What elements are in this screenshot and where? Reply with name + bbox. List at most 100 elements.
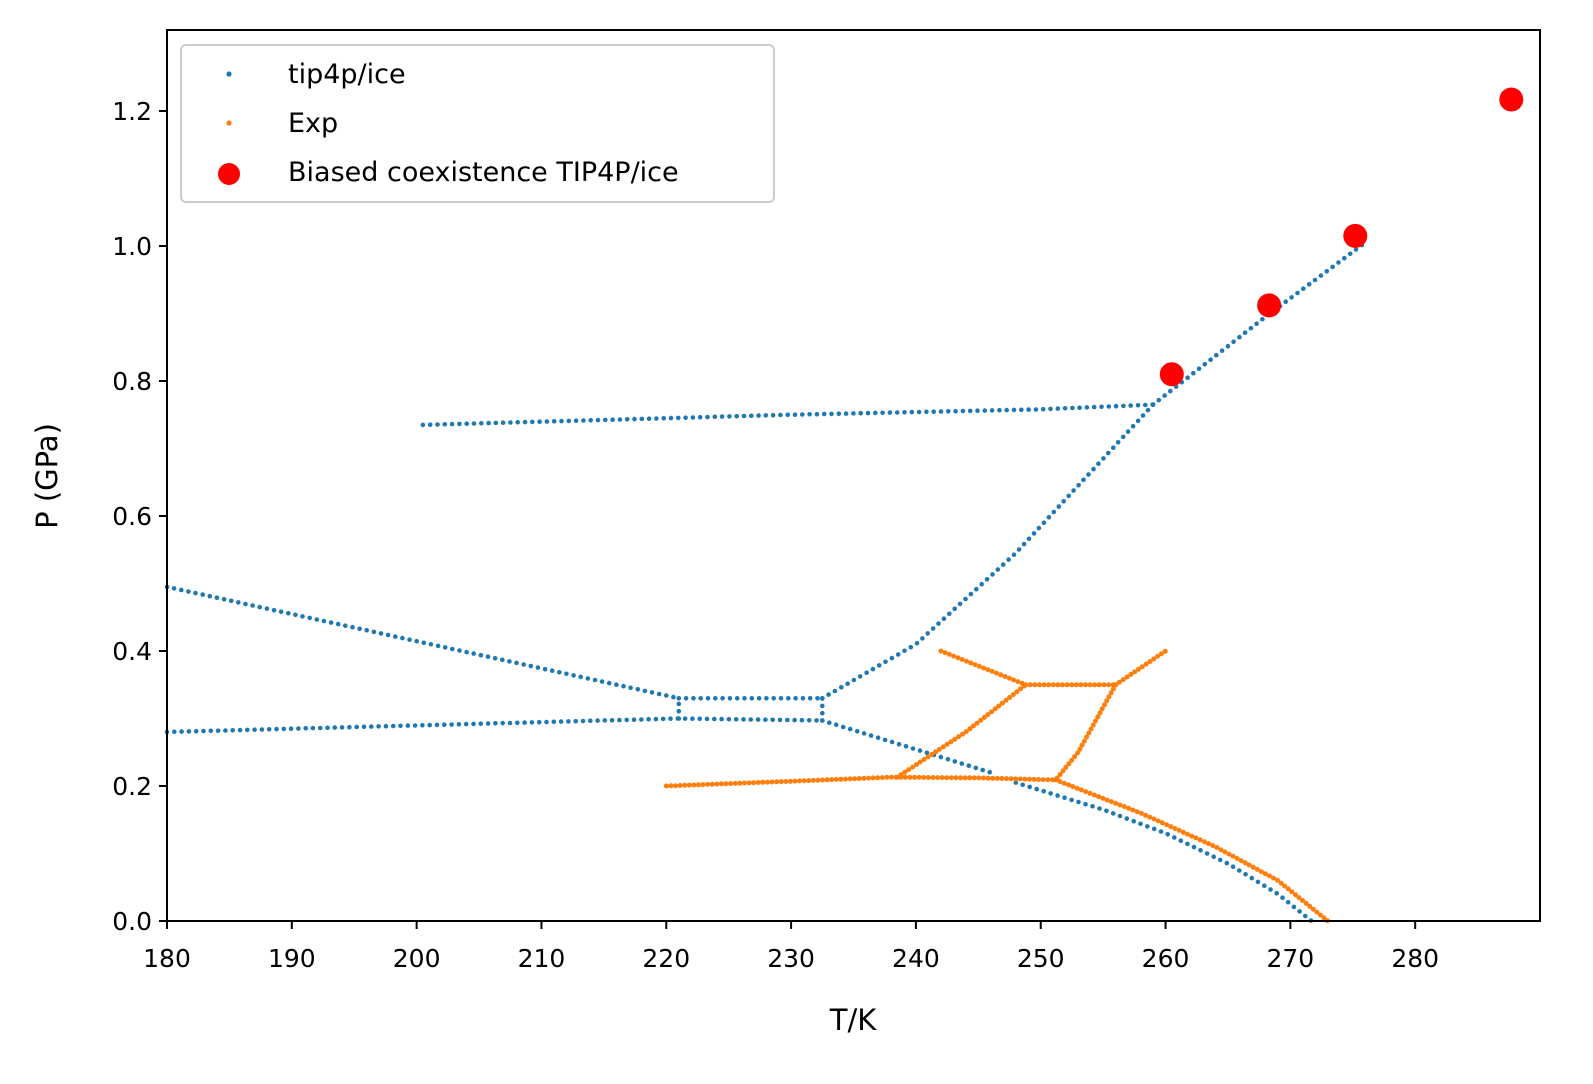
exp-point <box>1113 800 1119 806</box>
exp-point <box>820 777 826 783</box>
exp-point <box>1041 682 1047 688</box>
exp-point <box>981 665 987 671</box>
exp-point <box>921 757 927 762</box>
exp-point <box>953 775 959 781</box>
tip4p-ice-point <box>786 696 791 701</box>
exp-point <box>1037 682 1042 688</box>
exp-point <box>870 775 876 781</box>
y-tick-label: 0.4 <box>112 637 152 666</box>
tip4p-ice-point <box>551 719 557 725</box>
exp-point <box>960 731 965 737</box>
tip4p-ice-point <box>223 728 228 733</box>
tip4p-ice-point <box>676 708 682 714</box>
tip4p-ice-point <box>1013 780 1019 785</box>
exp-point <box>1314 909 1320 915</box>
tip4p-ice-point <box>1211 854 1216 859</box>
tip4p-ice-point <box>827 720 832 725</box>
tip4p-ice-point <box>559 418 564 424</box>
exp-point <box>1070 784 1076 790</box>
series-1 <box>663 648 1331 924</box>
tip4p-ice-point <box>749 696 755 701</box>
tip4p-ice-point <box>763 717 768 722</box>
exp-point <box>769 779 775 785</box>
tip4p-ice-point <box>903 744 909 749</box>
exp-point <box>737 780 743 786</box>
exp-point <box>1300 898 1306 903</box>
tip4p-ice-point <box>1101 456 1106 461</box>
tip4p-ice-point <box>1097 806 1102 811</box>
tip4p-ice-point <box>865 410 871 416</box>
tip4p-ice-point <box>434 722 440 728</box>
exp-point <box>1066 761 1072 767</box>
tip4p-ice-point <box>544 419 550 424</box>
tip4p-ice-point <box>920 636 925 641</box>
tip4p-ice-point <box>588 418 593 423</box>
tip4p-ice-point <box>479 421 484 426</box>
tip4p-ice-point <box>1150 402 1156 407</box>
tip4p-ice-point <box>1185 841 1190 847</box>
tip4p-ice-point <box>712 716 717 722</box>
tip4p-ice-point <box>1048 791 1053 796</box>
exp-point <box>1271 875 1276 881</box>
tip4p-ice-point <box>836 411 842 417</box>
tip4p-ice-point <box>1062 795 1067 800</box>
tip4p-ice-point <box>989 408 995 413</box>
exp-point <box>1292 892 1298 898</box>
y-tick-label: 0.6 <box>112 502 152 531</box>
exp-point <box>930 775 936 780</box>
tip4p-ice-point <box>442 645 448 650</box>
tip4p-ice-point <box>1027 784 1032 790</box>
exp-point <box>907 774 913 780</box>
exp-point <box>971 723 976 729</box>
tip4p-ice-point <box>186 589 191 594</box>
exp-point <box>879 775 885 781</box>
tip4p-ice-point <box>875 735 881 740</box>
exp-point <box>1214 845 1220 850</box>
exp-point <box>921 775 927 780</box>
exp-point <box>764 779 770 785</box>
tip4p-ice-point <box>1090 804 1095 809</box>
exp-point <box>1234 855 1240 861</box>
tip4p-ice-point <box>507 720 513 726</box>
exp-point <box>940 744 946 750</box>
tip4p-ice-point <box>639 416 645 422</box>
tip4p-ice-point <box>1280 895 1285 900</box>
tip4p-ice-point <box>264 606 270 611</box>
tip4p-ice-point <box>851 677 857 683</box>
tip4p-ice-point <box>661 416 666 421</box>
tip4p-ice-point <box>1021 541 1027 547</box>
exp-point <box>1159 820 1165 826</box>
tip4p-ice-point <box>642 688 648 694</box>
tip4p-ice-point <box>492 656 498 661</box>
tip4p-ice-point <box>1099 404 1104 410</box>
tip4p-ice-point <box>580 718 586 724</box>
tip4p-ice-point <box>957 601 963 607</box>
tip4p-ice-point <box>442 422 448 427</box>
tip4p-ice-point <box>1158 829 1164 834</box>
tip4p-ice-point <box>1255 879 1261 885</box>
tip4p-ice-point <box>1084 405 1090 410</box>
tip4p-ice-point <box>343 623 348 628</box>
exp-point <box>1036 777 1042 782</box>
tip4p-ice-point <box>653 716 659 722</box>
exp-point <box>810 777 816 783</box>
tip4p-ice-point <box>1106 450 1111 456</box>
tip4p-ice-point <box>917 748 923 753</box>
tip4p-ice-point <box>814 718 819 723</box>
exp-point <box>732 780 738 786</box>
tip4p-ice-point <box>821 411 827 417</box>
tip4p-ice-point <box>1061 499 1066 504</box>
exp-point <box>989 709 995 715</box>
tip4p-ice-point <box>820 718 825 723</box>
exp-point <box>964 658 969 664</box>
exp-point <box>938 648 944 654</box>
plot-area-frame <box>166 29 1541 922</box>
exp-point <box>815 777 821 783</box>
tip4p-ice-point <box>820 703 825 709</box>
exp-point <box>1126 805 1132 811</box>
tip4p-ice-point <box>357 626 362 632</box>
tip4p-ice-point <box>536 719 542 725</box>
exp-point <box>1061 780 1067 786</box>
exp-point <box>1201 839 1207 845</box>
exp-point <box>976 663 982 669</box>
